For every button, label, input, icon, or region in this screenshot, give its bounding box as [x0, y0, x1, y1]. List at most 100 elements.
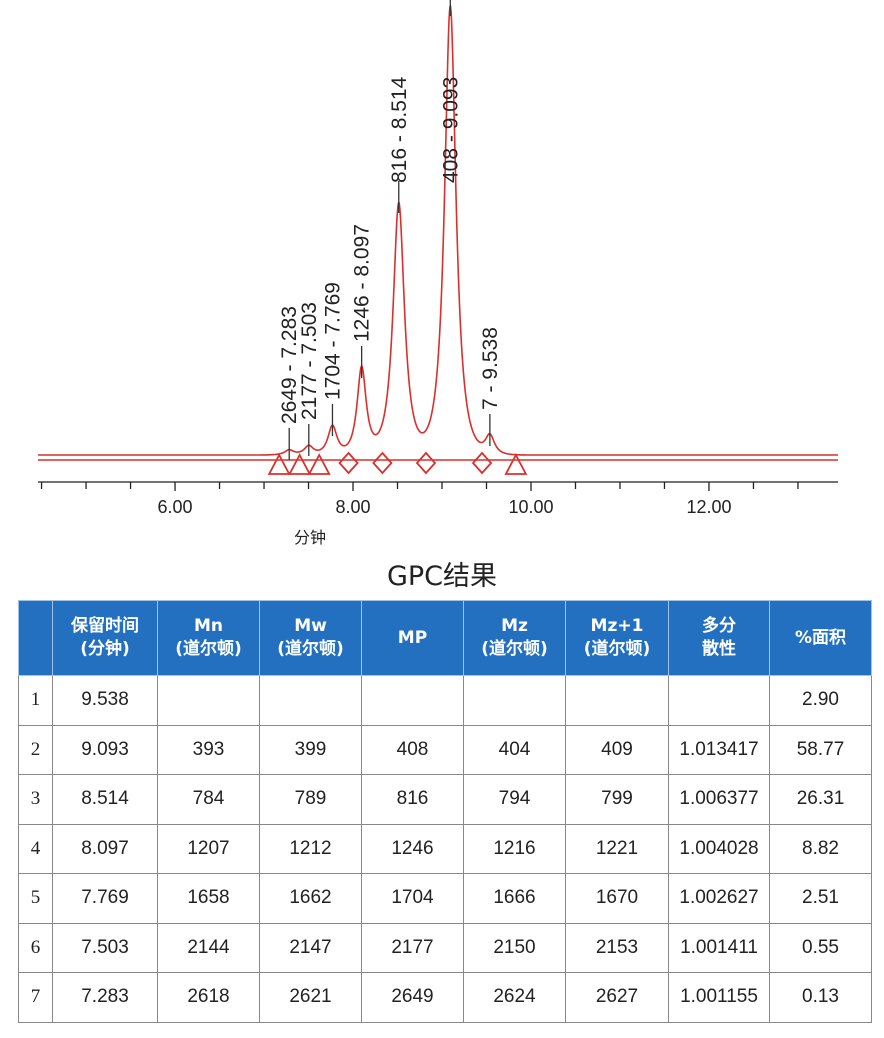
table-cell: 0.55 [769, 922, 872, 973]
table-cell: 2.90 [769, 675, 872, 726]
peak-label: 2177 - 7.503 [298, 302, 321, 420]
x-tick-label: 12.00 [686, 497, 731, 517]
column-header-line: (道尔顿) [583, 639, 651, 659]
table-cell: 1.001411 [668, 922, 770, 973]
table-cell: 1 [18, 675, 53, 726]
table-cell: 5 [18, 873, 53, 924]
table-cell: 1.002627 [668, 873, 770, 924]
table-cell: 794 [463, 774, 566, 825]
diamond-marker [471, 451, 493, 475]
x-tick-label: 6.00 [158, 497, 193, 517]
table-row: 4 8.097 1207 1212 1246 1216 1221 1.004028 8.82 [18, 823, 872, 874]
diamond-marker [415, 451, 437, 475]
peak-label: 408 - 9.093 [439, 77, 462, 183]
triangle-marker [307, 453, 331, 475]
table-title: GPC结果 [386, 561, 498, 592]
table-row: 3 8.514 784 789 816 794 799 1.006377 26.31 [18, 774, 872, 825]
table-cell [668, 675, 770, 726]
x-tick-label: 10.00 [508, 497, 553, 517]
triangle-marker [288, 453, 312, 475]
table-cell: 404 [463, 724, 566, 775]
column-header-line: Mz [501, 616, 528, 636]
table-cell: 2649 [361, 972, 464, 1023]
table-cell: 409 [565, 724, 669, 775]
column-header-line: (道尔顿) [481, 639, 548, 659]
column-header: Mw (道尔顿) [259, 600, 362, 676]
table-cell: 0.13 [769, 972, 872, 1023]
column-header: 保留时间 (分钟) [52, 600, 158, 676]
table-cell: 1662 [259, 873, 362, 924]
table-cell: 3 [18, 774, 53, 825]
table-cell: 1704 [361, 873, 464, 924]
column-header-line: 多分 [702, 616, 736, 636]
table-cell: 2144 [157, 922, 260, 973]
diamond-marker [372, 451, 393, 475]
column-header-line: Mw [294, 616, 327, 636]
column-header: 多分 散性 [668, 600, 770, 676]
x-tick-label: 8.00 [335, 497, 370, 517]
table-cell: 2153 [565, 922, 669, 973]
table-cell: 58.77 [769, 724, 872, 775]
table-cell: 1.001155 [668, 972, 770, 1023]
column-header-line: 散性 [702, 639, 736, 659]
table-row: 1 9.538 2.90 [18, 675, 872, 726]
column-header-line: %面积 [794, 627, 847, 648]
table-cell: 8.097 [52, 823, 158, 874]
table-cell: 1658 [157, 873, 260, 924]
table-row: 2 9.093 393 399 408 404 409 1.013417 58.77 [18, 724, 872, 775]
table-cell: 2627 [565, 972, 669, 1023]
triangle-marker [504, 453, 528, 475]
table-cell: 1666 [463, 873, 566, 924]
diamond-marker [338, 451, 359, 475]
table-cell: 26.31 [769, 774, 872, 825]
table-cell: 1670 [565, 873, 669, 924]
peak-label: 2649 - 7.283 [278, 306, 301, 424]
table-row: 7 7.283 2618 2621 2649 2624 2627 1.001155 0.13 [18, 972, 872, 1023]
table-cell [259, 675, 362, 726]
peak-label: 1704 - 7.769 [321, 282, 344, 400]
table-header-row: 保留时间 (分钟) Mn (道尔顿) Mw (道尔顿) MP Mz (道尔顿) Mz+1 (道尔顿)… [18, 600, 872, 676]
peak-label: 816 - 8.514 [388, 76, 411, 183]
table-cell: 408 [361, 724, 464, 775]
table-cell: 9.093 [52, 724, 158, 775]
x-axis-label: 分钟 [294, 528, 326, 547]
chromatogram-trace [38, 4, 838, 456]
table-cell: 399 [259, 724, 362, 775]
column-header-line: MP [397, 627, 428, 648]
table-cell: 1246 [361, 823, 464, 874]
table-cell: 8.82 [769, 823, 872, 874]
column-header: Mn (道尔顿) [157, 600, 260, 676]
table-cell: 7.503 [52, 922, 158, 973]
gpc-results-table: 保留时间 (分钟) Mn (道尔顿) Mw (道尔顿) MP Mz (道尔顿) Mz+1 (道尔顿)… [18, 600, 872, 1023]
table-cell [157, 675, 260, 726]
column-header-line: (道尔顿) [175, 639, 242, 659]
table-cell: 1216 [463, 823, 566, 874]
peak-label: 1246 - 8.097 [351, 224, 374, 342]
table-cell: 393 [157, 724, 260, 775]
table-cell: 816 [361, 774, 464, 825]
table-row: 6 7.503 2144 2147 2177 2150 2153 1.001411 0.55 [18, 922, 872, 973]
table-cell: 1207 [157, 823, 260, 874]
column-header: Mz (道尔顿) [463, 600, 566, 676]
table-cell: 2147 [259, 922, 362, 973]
table-cell: 2 [18, 724, 53, 775]
table-cell: 1212 [259, 823, 362, 874]
table-cell [565, 675, 669, 726]
table-cell [361, 675, 464, 726]
table-cell: 7 [18, 972, 53, 1023]
table-cell: 2150 [463, 922, 566, 973]
table-row: 5 7.769 1658 1662 1704 1666 1670 1.002627 2.51 [18, 873, 872, 924]
table-cell: 8.514 [52, 774, 158, 825]
table-cell: 2618 [157, 972, 260, 1023]
column-header-line: Mz+1 [590, 616, 644, 636]
table-cell: 799 [565, 774, 669, 825]
column-header-line: Mn [193, 616, 224, 636]
table-cell: 2.51 [769, 873, 872, 924]
table-cell: 784 [157, 774, 260, 825]
column-header-line: (道尔顿) [277, 639, 344, 659]
table-cell: 2177 [361, 922, 464, 973]
column-header-line: (分钟) [80, 639, 130, 659]
table-cell [463, 675, 566, 726]
table-cell: 9.538 [52, 675, 158, 726]
